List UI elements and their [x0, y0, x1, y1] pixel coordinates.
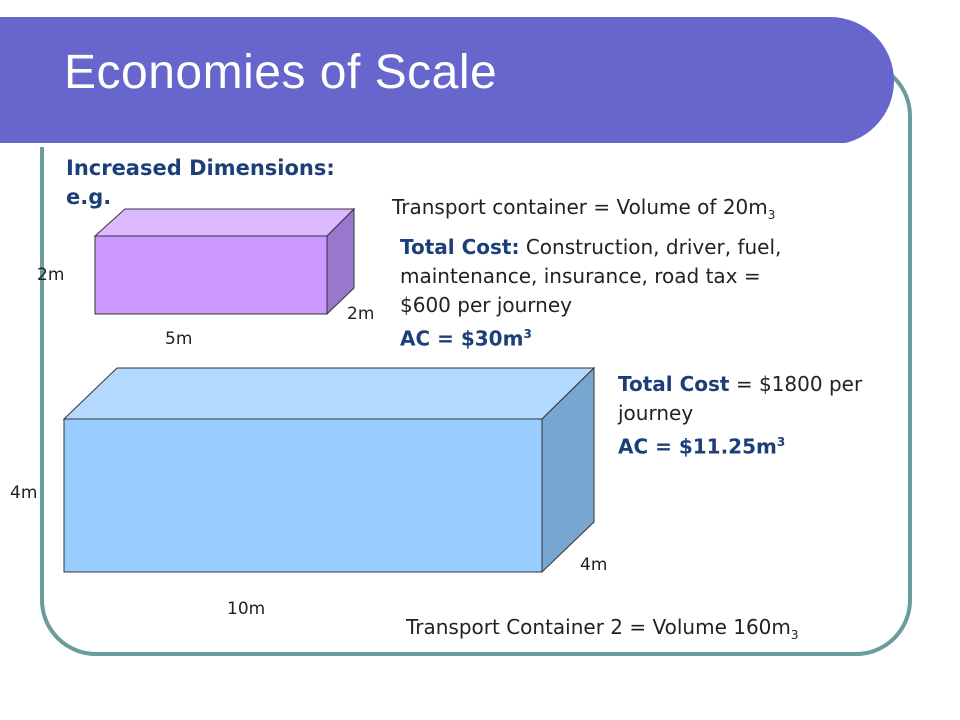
- container2-cost-text-1: = $1800 per: [729, 372, 863, 396]
- container2-cost-line-1: Total Cost = $1800 per: [618, 370, 862, 399]
- container1-cost-line-2: maintenance, insurance, road tax =: [400, 264, 761, 288]
- container1-cost-line-1: Total Cost: Construction, driver, fuel,: [400, 233, 781, 262]
- container1-ac-text: AC = $30m: [400, 326, 524, 351]
- container2-ac-exp: 3: [776, 435, 786, 449]
- slide-title: Economies of Scale: [64, 46, 498, 99]
- container2-volume-text: Transport Container 2 = Volume 160m: [406, 615, 791, 639]
- container2-cost-label: Total Cost: [618, 372, 730, 396]
- heading-line-2: e.g.: [66, 185, 112, 209]
- container1-volume: Transport container = Volume of 20m3: [392, 193, 775, 230]
- small-box-top: [93, 208, 356, 237]
- container1-cost-text-1: Construction, driver, fuel,: [519, 235, 782, 259]
- small-depth-label: 2m: [347, 304, 375, 324]
- small-length-label: 5m: [165, 329, 193, 349]
- large-depth-label: 4m: [580, 555, 608, 575]
- small-container-box: [93, 207, 356, 316]
- title-bar: [0, 17, 894, 147]
- small-box-front: [94, 235, 328, 315]
- container2-average-cost: AC = $11.25m3: [618, 428, 785, 462]
- large-container-box: [62, 366, 596, 574]
- large-length-label: 10m: [227, 599, 266, 619]
- container2-ac-text: AC = $11.25m: [618, 434, 777, 459]
- container1-cost-label: Total Cost:: [400, 235, 520, 259]
- title-underline: [0, 143, 848, 147]
- container2-cost-line-2: journey: [618, 401, 694, 425]
- container1-average-cost: AC = $30m3: [400, 320, 532, 354]
- container1-volume-exp: 3: [767, 208, 776, 222]
- large-box-top: [62, 367, 596, 420]
- large-height-label: 4m: [10, 483, 38, 503]
- heading-line-1: Increased Dimensions:: [66, 156, 335, 180]
- container1-volume-text: Transport container = Volume of 20m: [392, 195, 768, 219]
- container1-cost-line-3: $600 per journey: [400, 293, 572, 317]
- container1-ac-exp: 3: [523, 327, 532, 341]
- small-height-label: 2m: [37, 265, 65, 285]
- container2-volume-exp: 3: [790, 628, 799, 642]
- container2-volume: Transport Container 2 = Volume 160m3: [406, 613, 799, 650]
- large-box-front: [63, 418, 543, 573]
